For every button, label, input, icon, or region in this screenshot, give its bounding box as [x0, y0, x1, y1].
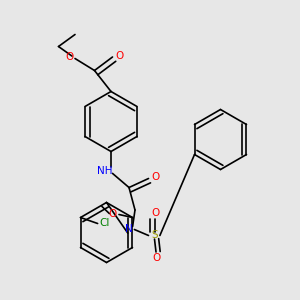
Text: O: O [153, 253, 161, 263]
Text: O: O [151, 208, 160, 218]
Text: N: N [125, 224, 133, 235]
Text: O: O [109, 208, 117, 219]
Text: O: O [151, 172, 160, 182]
Text: O: O [116, 50, 124, 61]
Text: Cl: Cl [99, 218, 110, 229]
Text: S: S [151, 230, 158, 241]
Text: O: O [65, 52, 73, 62]
Text: NH: NH [97, 166, 113, 176]
